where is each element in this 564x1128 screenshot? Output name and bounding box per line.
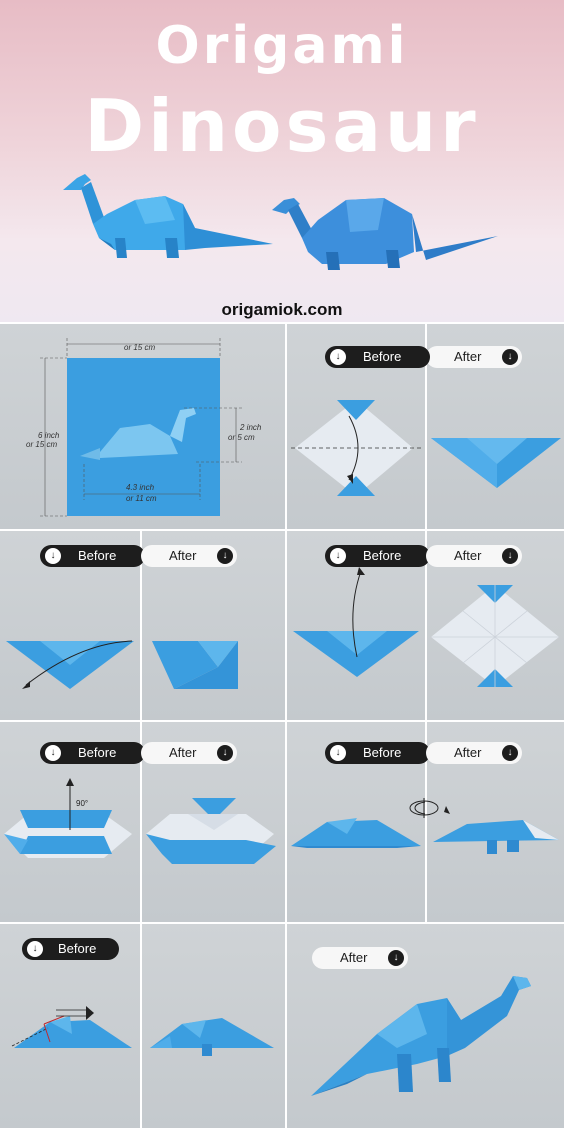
step-4-before-pill: ↓ Before: [325, 545, 430, 567]
down-arrow-icon: ↓: [330, 548, 346, 564]
step-7-before-pill: ↓ Before: [22, 938, 119, 960]
step-5-after-pill: After ↓: [141, 742, 237, 764]
step-3-before-pill: ↓ Before: [40, 545, 145, 567]
title-line-1: Origami: [155, 16, 409, 76]
height-label-1: 2 inch: [239, 423, 262, 432]
down-arrow-icon: ↓: [217, 548, 233, 564]
hero-dinosaur-right: [272, 198, 498, 270]
down-arrow-icon: ↓: [502, 349, 518, 365]
title-line-2: Dinosaur: [84, 84, 480, 168]
step-4-after-pill: After ↓: [426, 545, 522, 567]
site-url: origamiok.com: [221, 300, 343, 319]
step-2-after-pill: After ↓: [426, 346, 522, 368]
side-label-1: 6 inch: [38, 431, 60, 440]
top-width-label: or 15 cm: [124, 343, 155, 352]
step-6-before-pill: ↓ Before: [325, 742, 430, 764]
hero-dinosaur-left: [63, 174, 273, 258]
step-5-before-pill: ↓ Before: [40, 742, 145, 764]
step-3-before: [0, 531, 140, 720]
length-label-2: or 11 cm: [126, 494, 157, 503]
down-arrow-icon: ↓: [45, 745, 61, 761]
step-7-result: [142, 924, 285, 1128]
step-paper-size: or 15 cm 6 inch or 15 cm 2 inch or 5 cm …: [0, 324, 285, 529]
step-2-after: [427, 324, 564, 529]
flip-over-icon: [409, 798, 450, 818]
down-arrow-icon: ↓: [45, 548, 61, 564]
side-label-2: or 15 cm: [26, 440, 57, 449]
title-banner: Origami Dinosaur origamiok.com: [0, 0, 564, 322]
down-arrow-icon: ↓: [27, 941, 43, 957]
down-arrow-icon: ↓: [330, 745, 346, 761]
down-arrow-icon: ↓: [388, 950, 404, 966]
down-arrow-icon: ↓: [217, 745, 233, 761]
angle-label: 90°: [76, 799, 88, 808]
final-after-pill: After ↓: [312, 947, 408, 969]
paper-diagram: or 15 cm 6 inch or 15 cm 2 inch or 5 cm …: [26, 338, 262, 517]
down-arrow-icon: ↓: [502, 548, 518, 564]
length-label-1: 4.3 inch: [126, 483, 155, 492]
step-6-after-pill: After ↓: [426, 742, 522, 764]
down-arrow-icon: ↓: [502, 745, 518, 761]
down-arrow-icon: ↓: [330, 349, 346, 365]
step-3-after-pill: After ↓: [141, 545, 237, 567]
height-label-2: or 5 cm: [228, 433, 255, 442]
step-2-before-pill: ↓ Before: [325, 346, 430, 368]
